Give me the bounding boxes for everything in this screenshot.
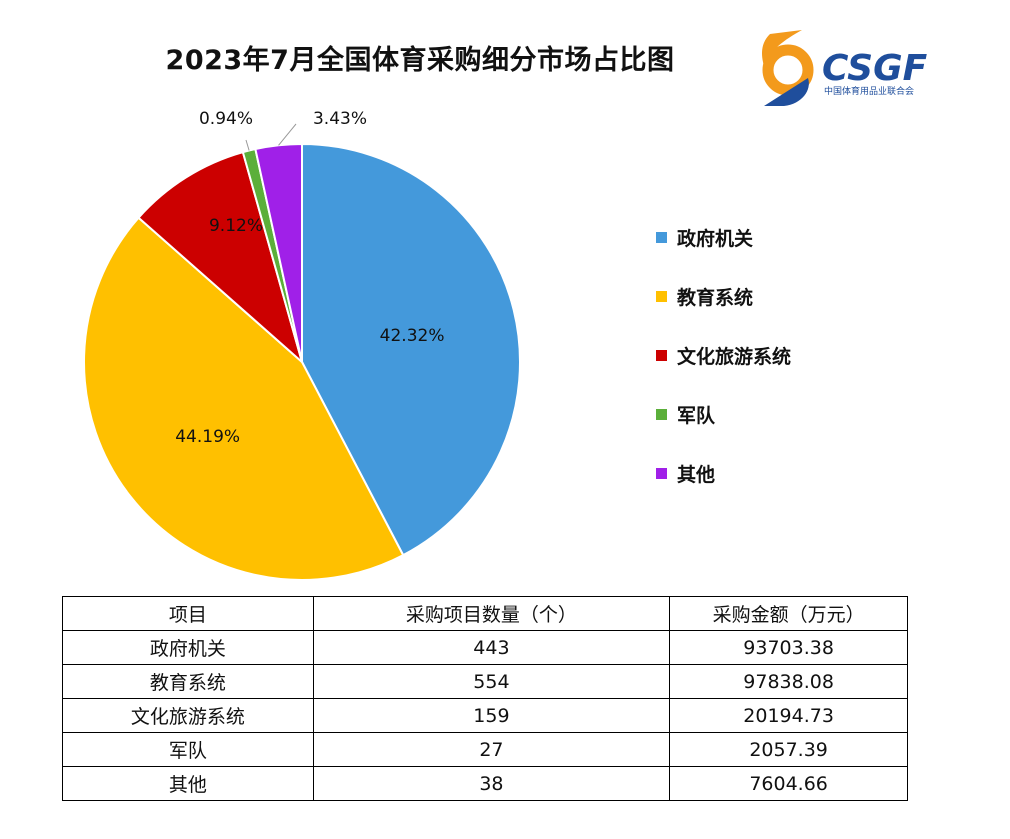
table-cell: 20194.73 — [669, 698, 908, 733]
legend-swatch — [656, 468, 667, 479]
legend-label: 政府机关 — [677, 228, 754, 250]
column-header: 采购项目数量（个） — [312, 596, 671, 631]
chart-legend: 政府机关 教育系统 文化旅游系统 军队 其他 — [656, 208, 791, 503]
pie-data-label: 42.32% — [380, 326, 445, 346]
pie-slice — [137, 150, 304, 365]
legend-label: 文化旅游系统 — [677, 346, 792, 368]
legend-swatch — [656, 350, 667, 361]
column-header: 采购金额（万元） — [669, 596, 908, 631]
pie-slice — [301, 142, 521, 557]
legend-swatch — [656, 409, 667, 420]
table-cell: 27 — [312, 732, 671, 767]
pie-data-labels: 42.32% 44.19% 9.12% 0.94% 3.43% — [175, 109, 444, 447]
legend-swatch — [656, 291, 667, 302]
table-cell: 其他 — [62, 766, 314, 801]
table-cell: 97838.08 — [669, 664, 908, 699]
legend-item: 政府机关 — [656, 208, 791, 267]
table-row: 政府机关 443 93703.38 — [62, 630, 908, 665]
pie-chart: 42.32% 44.19% 9.12% 0.94% 3.43% — [82, 109, 521, 581]
table-cell: 政府机关 — [62, 630, 314, 665]
table-cell: 2057.39 — [669, 732, 908, 767]
pie-slices — [82, 142, 521, 581]
table-cell: 文化旅游系统 — [62, 698, 314, 733]
table-row: 教育系统 554 97838.08 — [62, 664, 908, 699]
legend-item: 其他 — [656, 444, 791, 503]
logo-subtext: 中国体育用品业联合会 — [824, 85, 914, 97]
table-row: 军队 27 2057.39 — [62, 732, 908, 767]
csgf-logo: CSGF 中国体育用品业联合会 — [762, 30, 928, 106]
table-cell: 7604.66 — [669, 766, 908, 801]
legend-label: 军队 — [677, 405, 716, 427]
column-header: 项目 — [62, 596, 314, 631]
leader-line — [245, 139, 250, 151]
legend-swatch — [656, 232, 667, 243]
legend-item: 文化旅游系统 — [656, 326, 791, 385]
leader-line — [278, 123, 297, 146]
pie-data-label: 0.94% — [199, 109, 253, 129]
table-row: 文化旅游系统 159 20194.73 — [62, 698, 908, 733]
pie-data-label: 44.19% — [175, 427, 240, 447]
table-cell: 159 — [312, 698, 671, 733]
table-cell: 93703.38 — [669, 630, 908, 665]
logo-swoosh-orange — [762, 30, 802, 66]
legend-item: 教育系统 — [656, 267, 791, 326]
procurement-table: 项目 采购项目数量（个） 采购金额（万元） 政府机关 443 93703.38 … — [62, 596, 908, 801]
legend-item: 军队 — [656, 385, 791, 444]
pie-slice — [82, 216, 405, 581]
logo-ring — [762, 44, 814, 96]
pie-data-label: 3.43% — [313, 109, 367, 129]
table-cell: 443 — [312, 630, 671, 665]
table-cell: 38 — [312, 766, 671, 801]
table-cell: 教育系统 — [62, 664, 314, 699]
logo-text: CSGF — [822, 48, 928, 89]
label-leader-lines — [245, 123, 297, 151]
table-row: 其他 38 7604.66 — [62, 766, 908, 801]
chart-title: 2023年7月全国体育采购细分市场占比图 — [165, 45, 675, 76]
table-cell: 军队 — [62, 732, 314, 767]
table-cell: 554 — [312, 664, 671, 699]
table-header-row: 项目 采购项目数量（个） 采购金额（万元） — [62, 596, 908, 631]
pie-data-label: 9.12% — [209, 216, 263, 236]
legend-label: 教育系统 — [677, 287, 754, 309]
legend-label: 其他 — [677, 464, 716, 486]
logo-swoosh-blue — [764, 78, 809, 106]
